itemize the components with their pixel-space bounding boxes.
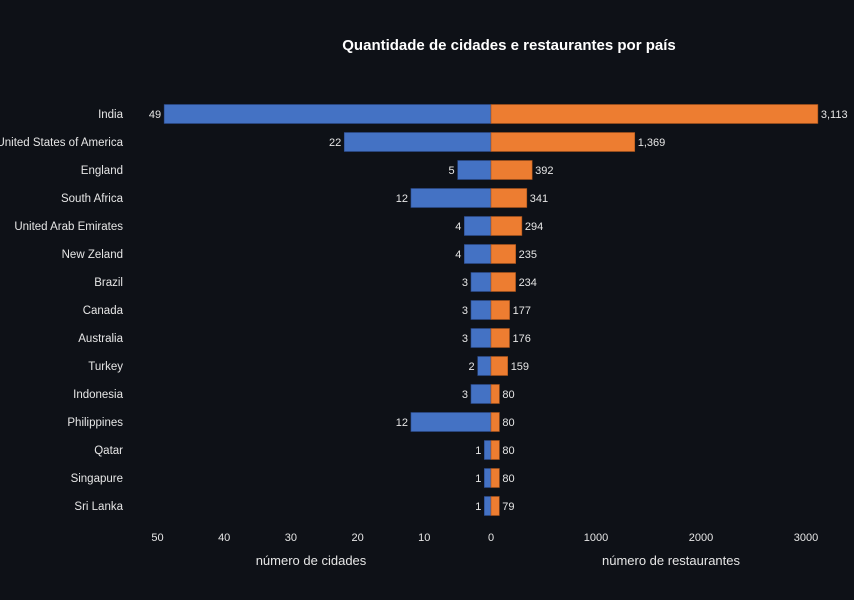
- left-axis-label: número de cidades: [256, 553, 367, 568]
- cities-bar: [410, 412, 492, 432]
- cities-bar: [470, 300, 492, 320]
- cities-value-label: 1: [475, 501, 481, 513]
- restaurants-value-label: 341: [530, 193, 548, 205]
- restaurants-bar: [490, 104, 819, 124]
- restaurants-value-label: 294: [525, 221, 543, 233]
- cities-value-label: 4: [455, 249, 461, 261]
- left-tick-label: 40: [218, 532, 230, 544]
- restaurants-value-label: 3,113: [821, 109, 848, 121]
- cities-value-label: 3: [462, 389, 468, 401]
- restaurants-value-label: 176: [512, 333, 530, 345]
- cities-bar: [484, 468, 492, 488]
- restaurants-value-label: 235: [519, 249, 537, 261]
- cities-bar: [484, 440, 492, 460]
- category-label: India: [98, 109, 124, 121]
- right-tick-label: 2000: [689, 532, 713, 544]
- category-labels: India United States of America England Sout…: [0, 109, 124, 513]
- left-tick-label: 10: [418, 532, 430, 544]
- left-tick-label: 50: [151, 532, 163, 544]
- left-tick-label: 30: [285, 532, 297, 544]
- cities-value-label: 4: [455, 221, 461, 233]
- restaurants-bar: [490, 496, 500, 516]
- restaurants-bar: [490, 272, 516, 292]
- right-tick-label: 3000: [794, 532, 818, 544]
- restaurants-bar: [490, 160, 533, 180]
- restaurants-bar: [490, 188, 528, 208]
- category-label: Brazil: [94, 277, 123, 289]
- restaurants-bar: [490, 244, 516, 264]
- restaurants-bar: [490, 384, 500, 404]
- category-label: Singapure: [71, 473, 123, 485]
- cities-bar: [163, 104, 492, 124]
- restaurants-bar: [490, 328, 510, 348]
- category-label: Philippines: [67, 417, 123, 429]
- restaurants-value-label: 80: [502, 445, 514, 457]
- restaurants-bar: [490, 412, 500, 432]
- cities-bar: [477, 356, 492, 376]
- restaurants-bar: [490, 440, 500, 460]
- cities-bar: [464, 244, 492, 264]
- x-ticks: 50 40 30 20 10 0 1000 2000 3000: [151, 532, 818, 544]
- cities-value-label: 12: [396, 417, 408, 429]
- cities-bar: [470, 328, 492, 348]
- cities-bar: [343, 132, 492, 152]
- cities-value-label: 3: [462, 277, 468, 289]
- restaurants-value-label: 80: [502, 389, 514, 401]
- cities-value-label: 1: [475, 445, 481, 457]
- cities-bar: [410, 188, 492, 208]
- category-label: United States of America: [0, 137, 124, 149]
- restaurants-bar: [490, 216, 523, 236]
- category-label: Indonesia: [73, 389, 123, 401]
- cities-value-label: 3: [462, 333, 468, 345]
- category-label: Canada: [83, 305, 124, 317]
- cities-bar: [470, 384, 492, 404]
- cities-bar: [457, 160, 492, 180]
- restaurants-bar: [490, 300, 510, 320]
- restaurants-value-label: 159: [511, 361, 529, 373]
- cities-value-label: 1: [475, 473, 481, 485]
- cities-value-label: 2: [469, 361, 475, 373]
- category-label: United Arab Emirates: [14, 221, 123, 233]
- category-label: England: [81, 165, 123, 177]
- restaurants-value-label: 392: [535, 165, 553, 177]
- right-tick-label: 1000: [584, 532, 608, 544]
- category-label: Turkey: [88, 361, 123, 373]
- category-label: Australia: [78, 333, 123, 345]
- restaurants-value-label: 79: [502, 501, 514, 513]
- cities-bar: [484, 496, 492, 516]
- cities-value-label: 3: [462, 305, 468, 317]
- cities-bar: [464, 216, 492, 236]
- restaurants-value-label: 234: [519, 277, 537, 289]
- category-label: Qatar: [94, 445, 123, 457]
- cities-value-label: 12: [396, 193, 408, 205]
- restaurants-value-label: 80: [502, 417, 514, 429]
- restaurants-bar: [490, 356, 508, 376]
- restaurants-value-label: 177: [513, 305, 531, 317]
- restaurants-bar: [490, 468, 500, 488]
- category-label: Sri Lanka: [74, 501, 123, 513]
- right-axis-label: número de restaurantes: [602, 553, 741, 568]
- cities-bar: [470, 272, 492, 292]
- cities-value-label: 5: [449, 165, 455, 177]
- category-label: South Africa: [61, 193, 124, 205]
- category-label: New Zeland: [62, 249, 123, 261]
- restaurants-value-label: 1,369: [638, 137, 666, 149]
- chart-title: Quantidade de cidades e restaurantes por…: [342, 37, 675, 54]
- cities-value-label: 49: [149, 109, 161, 121]
- left-tick-label: 20: [351, 532, 363, 544]
- restaurants-value-label: 80: [502, 473, 514, 485]
- left-tick-label: 0: [488, 532, 494, 544]
- restaurants-bar: [490, 132, 636, 152]
- cities-value-label: 22: [329, 137, 341, 149]
